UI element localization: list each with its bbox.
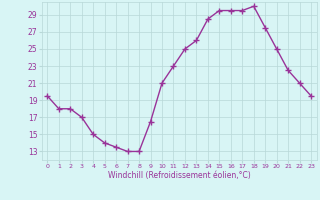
X-axis label: Windchill (Refroidissement éolien,°C): Windchill (Refroidissement éolien,°C) bbox=[108, 171, 251, 180]
